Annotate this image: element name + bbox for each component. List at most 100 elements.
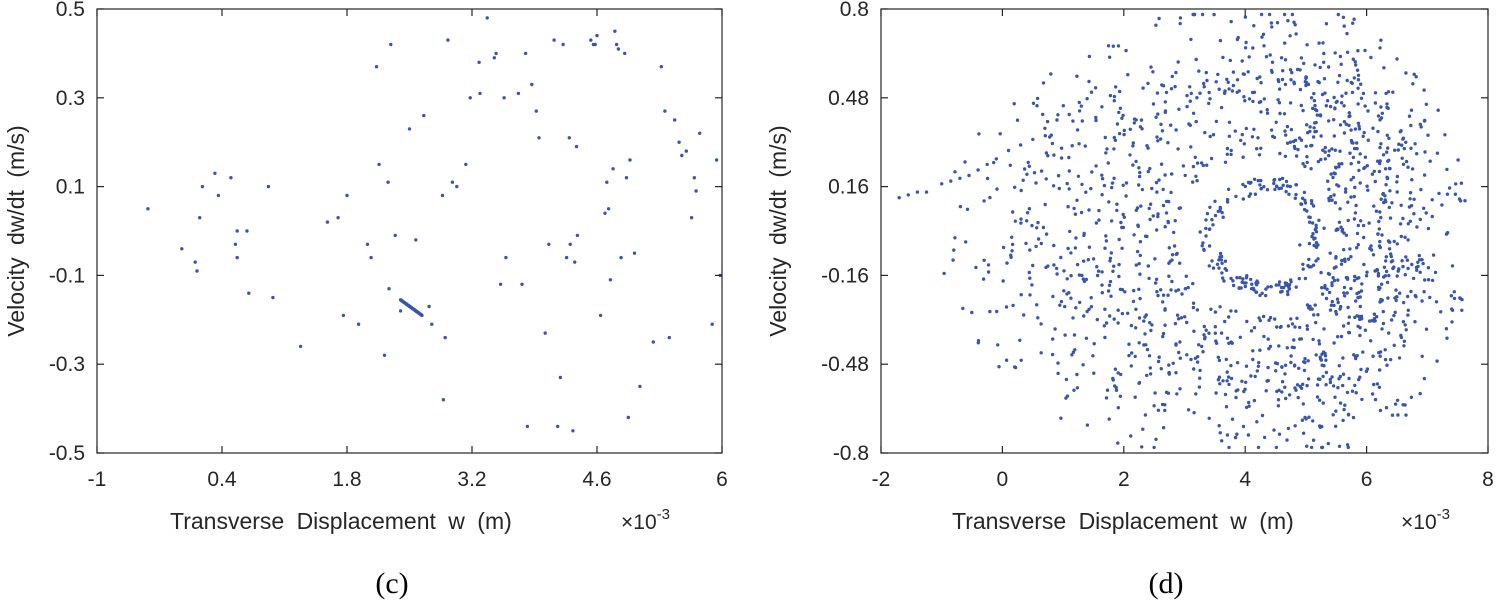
panel-d-data-point [1223, 160, 1228, 164]
panel-d-data-point [1345, 50, 1350, 54]
panel-d-data-point [1376, 232, 1380, 236]
panel-d-data-point [1306, 263, 1310, 268]
panel-d-data-point [1067, 112, 1071, 117]
panel-d-data-point [1400, 143, 1404, 147]
panel-d-data-point [1129, 323, 1134, 328]
panel-d-data-point [1069, 251, 1073, 255]
panel-d-data-point [1351, 141, 1355, 145]
panel-d-data-point [1311, 204, 1316, 208]
panel-d-data-point [1386, 159, 1390, 163]
panel-d-data-point [1387, 136, 1391, 140]
panel-d-data-point [1163, 408, 1167, 413]
panel-d-data-point [1145, 347, 1150, 352]
panel-d-data-point [1252, 398, 1257, 403]
panel-d-data-point [1388, 240, 1392, 244]
panel-d-data-point [1366, 138, 1371, 142]
panel-d-data-point [1072, 333, 1077, 337]
panel-d-data-point [1311, 106, 1315, 111]
panel-d-data-point [1460, 308, 1464, 312]
panel-d-data-point [1067, 169, 1072, 173]
panel-d-data-point [1224, 357, 1229, 362]
panel-d-data-point [1127, 353, 1131, 358]
panel-d-data-point [1310, 221, 1315, 225]
panel-d-data-point [1315, 395, 1320, 399]
panel-d-data-point [1401, 320, 1406, 324]
panel-d-data-point [995, 187, 999, 191]
panel-d-data-point [1036, 316, 1040, 320]
panel-d-data-point [1355, 68, 1360, 72]
panel-d-data-point [1081, 259, 1086, 263]
panel-d-x-tick-label: 4 [1239, 468, 1251, 491]
panel-d-data-point [1077, 109, 1082, 113]
panel-d-data-point [1328, 104, 1333, 109]
panel-d-data-point [1299, 56, 1304, 60]
panel-d-data-point [1383, 357, 1388, 362]
panel-c-data-point [603, 211, 607, 215]
panel-d-data-point [1267, 347, 1271, 351]
panel-d-data-point [1255, 76, 1259, 81]
panel-d-data-point [1290, 12, 1295, 17]
panel-d-data-point [1272, 181, 1276, 186]
panel-d-data-point [1018, 338, 1022, 342]
panel-d-data-point [1277, 186, 1281, 191]
panel-c-axes-box [96, 8, 723, 454]
panel-d-data-point [1244, 281, 1248, 285]
panel-d-data-point [1422, 88, 1426, 92]
panel-d-data-point [1336, 335, 1340, 339]
panel-d-data-point [1259, 12, 1264, 17]
panel-d-data-point [1347, 114, 1351, 119]
panel-d-x-multiplier: ×10-3 [1401, 506, 1450, 534]
panel-d-data-point [1137, 287, 1141, 291]
panel-d-data-point [1116, 308, 1120, 312]
panel-d-data-point [1293, 146, 1297, 151]
panel-d-data-point [1334, 424, 1338, 428]
panel-d-data-point [1378, 354, 1382, 358]
panel-d-data-point [1219, 331, 1224, 335]
panel-d-data-point [1322, 77, 1327, 81]
panel-d-data-point [1318, 65, 1322, 70]
panel-d-data-point [1395, 180, 1399, 184]
panel-d-data-point [1390, 201, 1394, 205]
panel-d-data-point [1056, 113, 1060, 117]
panel-d-data-point [986, 263, 991, 267]
panel-d-data-point [1229, 376, 1234, 381]
panel-d-data-point [1378, 145, 1382, 150]
panel-d-data-point [1373, 269, 1377, 273]
panel-c-data-point [561, 42, 565, 47]
panel-d-data-point [1351, 415, 1356, 420]
panel-c-data-point [494, 51, 498, 56]
panel-d-data-point [1027, 164, 1032, 168]
panel-d-data-point [1052, 153, 1056, 157]
panel-d-data-point [1244, 276, 1249, 280]
panel-d-data-point [1256, 136, 1260, 140]
panel-d-data-point [1025, 211, 1030, 215]
panel-d-data-point [1381, 192, 1385, 196]
panel-d-data-point [1195, 360, 1200, 364]
panel-d-data-point [1431, 253, 1436, 257]
panel-d-data-point [1220, 210, 1224, 215]
panel-d-data-point [1297, 366, 1301, 370]
panel-d-data-point [1200, 244, 1204, 248]
panel-d-data-point [1022, 313, 1026, 317]
panel-c-data-point [575, 233, 580, 238]
panel-c-data-point [606, 207, 611, 211]
panel-d-data-point [1186, 408, 1191, 412]
panel-c-data-point [356, 322, 361, 326]
panel-d-data-point [1373, 397, 1378, 402]
panel-d-data-point [1352, 76, 1357, 80]
panel-c-data-point [492, 56, 496, 60]
panel-d-data-point [1144, 343, 1148, 347]
panel-d-data-point [1225, 152, 1230, 156]
panel-c-data-point [247, 291, 251, 295]
panel-d-data-point [1327, 272, 1332, 276]
panel-d-data-point [1369, 55, 1373, 60]
panel-d-data-point [1309, 199, 1314, 203]
panel-d-data-point [1155, 228, 1159, 232]
panel-d-data-point [1137, 316, 1142, 320]
panel-d-data-point [1133, 354, 1137, 359]
panel-c-data-point [393, 233, 397, 238]
panel-d-data-point [1139, 204, 1143, 208]
panel-d-data-point [1087, 208, 1091, 212]
panel-c-data-point [564, 255, 569, 260]
panel-d-data-point [1286, 292, 1290, 297]
